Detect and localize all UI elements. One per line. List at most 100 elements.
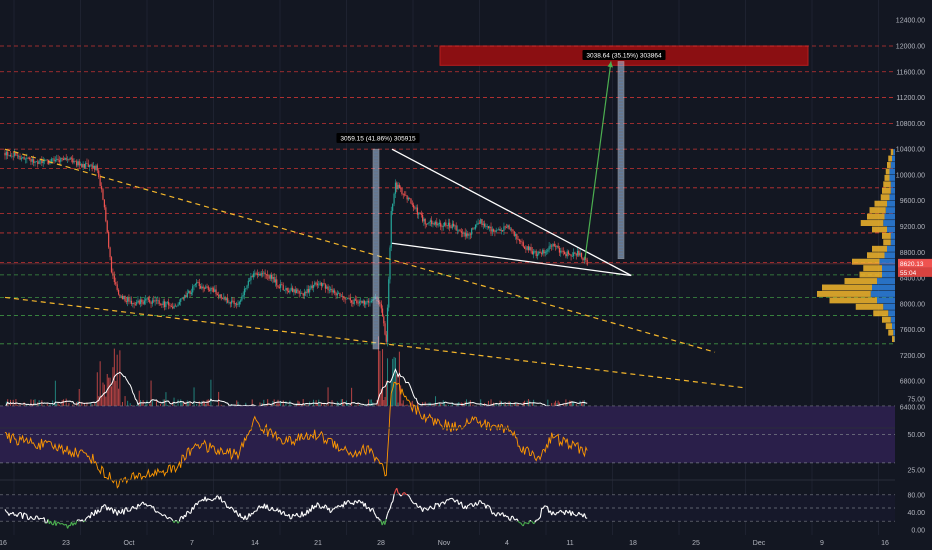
candle-body [128,297,130,302]
candle-body [324,284,326,289]
candle-body [490,226,492,232]
candle-body [416,207,419,215]
osc-line-segment [279,509,282,515]
candle-body [520,241,522,242]
candle-body [489,226,491,229]
candle-body [166,301,168,303]
candle-body [561,250,563,252]
candle-body [182,298,184,299]
candle-body [201,286,203,289]
candle-body [8,154,10,156]
candle-body [513,231,515,236]
candle-body [186,293,188,298]
candle-body [132,303,134,304]
candle-body [437,224,439,226]
osc-line-segment [377,517,381,521]
osc-line-segment [67,525,70,529]
osc-line-segment [256,507,259,512]
candle-body [198,282,200,287]
candle-body [68,159,70,160]
osc-line-segment [280,512,284,515]
y-tick-label: 8800.00 [900,250,925,257]
osc-line-segment [389,503,393,509]
osc-line-segment [116,510,120,516]
vp-bar-down [888,329,894,336]
osc-line-segment [23,512,26,515]
osc-line-segment [391,501,394,504]
candle-body [462,232,464,234]
osc-tick-label: 80.00 [907,492,925,499]
osc-line-segment [291,513,294,519]
candle-body [357,303,359,304]
candle-body [455,225,457,231]
osc-line-segment [316,502,320,505]
osc-line-segment [173,520,176,524]
candle-body [380,303,382,309]
osc-line-segment [546,506,550,513]
candle-body [95,165,97,170]
candle-body [312,284,315,288]
candle-body [431,220,433,225]
candle-body [335,292,337,296]
candle-body [418,212,420,215]
candle-body [459,229,461,232]
candle-body [212,288,215,292]
candle-body [384,323,386,335]
candle-body [233,300,235,305]
candle-body [146,298,148,300]
candle-body [481,219,483,225]
volume-bar [99,361,101,414]
candle-body [328,290,330,291]
candle-body [199,286,202,289]
osc-line-segment [123,508,126,515]
candle-body [272,277,274,279]
candle-body [168,301,170,306]
falling-wedge[interactable] [391,148,632,277]
y-tick-label: 12400.00 [896,18,925,25]
volume-bar [103,384,105,414]
candle-body [423,218,425,222]
osc-line-segment [43,517,46,524]
osc-line-segment [36,516,40,520]
osc-line-segment [431,507,434,510]
candle-body [411,203,413,205]
osc-line-segment [231,507,234,511]
candle-body [188,290,190,294]
candle-body [203,288,206,289]
candle-body [91,164,93,168]
osc-line-segment [388,508,391,511]
price-tags: 8620.13 55:04 [0,258,932,277]
candle-body [118,289,120,295]
vp-bar-down [884,174,890,181]
osc-line-segment [209,498,212,502]
candle-body [49,162,51,164]
candle-body [43,160,46,162]
candle-body [529,247,531,251]
osc-line-segment [485,504,488,509]
osc-line-segment [468,503,471,506]
candle-body [465,233,468,237]
measure-tools[interactable]: 3059.15 (41.86%) 305915 3038.64 (35.15%) … [336,50,666,350]
candle-body [301,293,303,294]
candles[interactable] [4,148,588,347]
osc-line-segment [85,516,88,519]
candle-body [297,289,299,291]
volume-bar [165,392,167,414]
vp-bar-down [872,245,887,252]
candle-body [527,246,530,251]
osc-line-segment [349,502,352,505]
candle-body [112,272,114,276]
x-tick-label: 16 [881,540,889,547]
candle-body [130,300,133,304]
osc-line-segment [397,492,400,495]
osc-line-segment [182,514,185,520]
candle-body [154,300,156,302]
volume-bar [218,391,220,414]
volume-bar [54,380,56,414]
candle-body [522,242,524,247]
osc-line-segment [542,505,546,509]
vp-bar-up [890,232,897,239]
candle-body [339,293,341,296]
candle-body [37,161,39,165]
